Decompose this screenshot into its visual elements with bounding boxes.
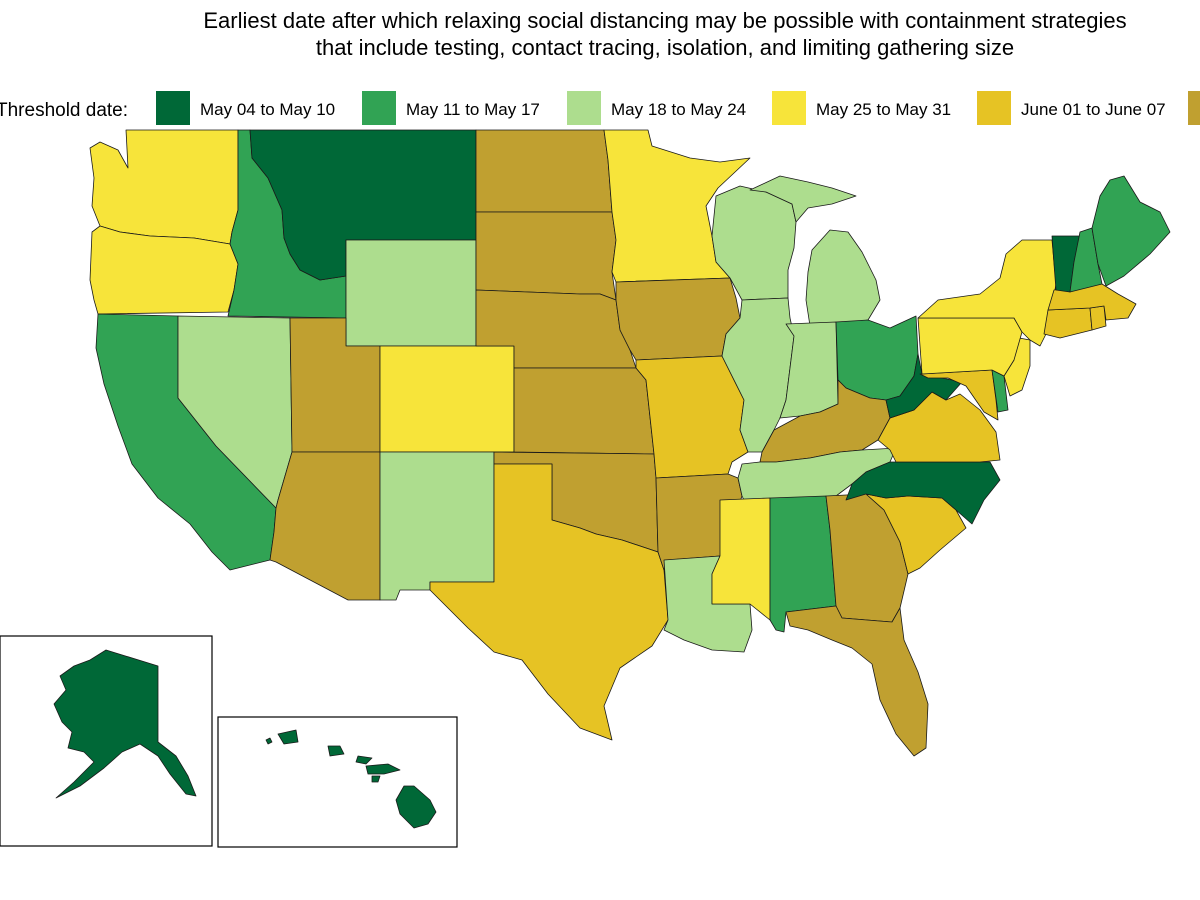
state-mi[interactable] bbox=[749, 175, 881, 327]
legend-swatch-3 bbox=[772, 91, 806, 125]
hawaii-inset-frame bbox=[217, 716, 458, 848]
legend-swatch-2 bbox=[567, 91, 601, 125]
state-wy[interactable] bbox=[345, 239, 477, 347]
state-ia[interactable] bbox=[615, 277, 741, 361]
state-wa[interactable] bbox=[89, 129, 239, 245]
state-me[interactable] bbox=[1091, 175, 1171, 287]
state-sd[interactable] bbox=[475, 211, 617, 301]
legend-label-4: June 01 to June 07 bbox=[1021, 100, 1166, 119]
state-hi[interactable] bbox=[265, 729, 437, 829]
map-title-line-2: that include testing, contact tracing, i… bbox=[316, 35, 1014, 60]
state-pa[interactable] bbox=[917, 317, 1023, 377]
state-ak[interactable] bbox=[53, 649, 197, 799]
state-ct[interactable] bbox=[1043, 307, 1093, 339]
alaska-inset bbox=[0, 635, 213, 847]
legend-label-0: May 04 to May 10 bbox=[200, 100, 335, 119]
legend-swatch-1 bbox=[362, 91, 396, 125]
legend: Threshold date: May 04 to May 10 May 11 … bbox=[0, 91, 1200, 125]
state-co[interactable] bbox=[379, 345, 515, 453]
legend-swatch-0 bbox=[156, 91, 190, 125]
hawaii-inset bbox=[217, 716, 458, 848]
state-ks[interactable] bbox=[513, 367, 655, 455]
state-fl[interactable] bbox=[785, 605, 929, 757]
alaska-inset-frame bbox=[0, 635, 213, 847]
state-tx[interactable] bbox=[429, 463, 669, 741]
legend-swatch-5 bbox=[1188, 91, 1200, 125]
legend-swatch-4 bbox=[977, 91, 1011, 125]
state-az[interactable] bbox=[269, 451, 381, 601]
map-title-line-1: Earliest date after which relaxing socia… bbox=[203, 8, 1126, 33]
legend-label-1: May 11 to May 17 bbox=[406, 100, 540, 119]
legend-label-2: May 18 to May 24 bbox=[611, 100, 746, 119]
state-ma[interactable] bbox=[1047, 283, 1137, 321]
state-ms[interactable] bbox=[711, 497, 771, 621]
state-nm[interactable] bbox=[379, 451, 495, 601]
state-ri[interactable] bbox=[1089, 305, 1107, 331]
legend-title: Threshold date: bbox=[0, 100, 128, 121]
state-nd[interactable] bbox=[475, 129, 613, 213]
contiguous-us bbox=[89, 129, 1171, 757]
legend-label-3: May 25 to May 31 bbox=[816, 100, 951, 119]
